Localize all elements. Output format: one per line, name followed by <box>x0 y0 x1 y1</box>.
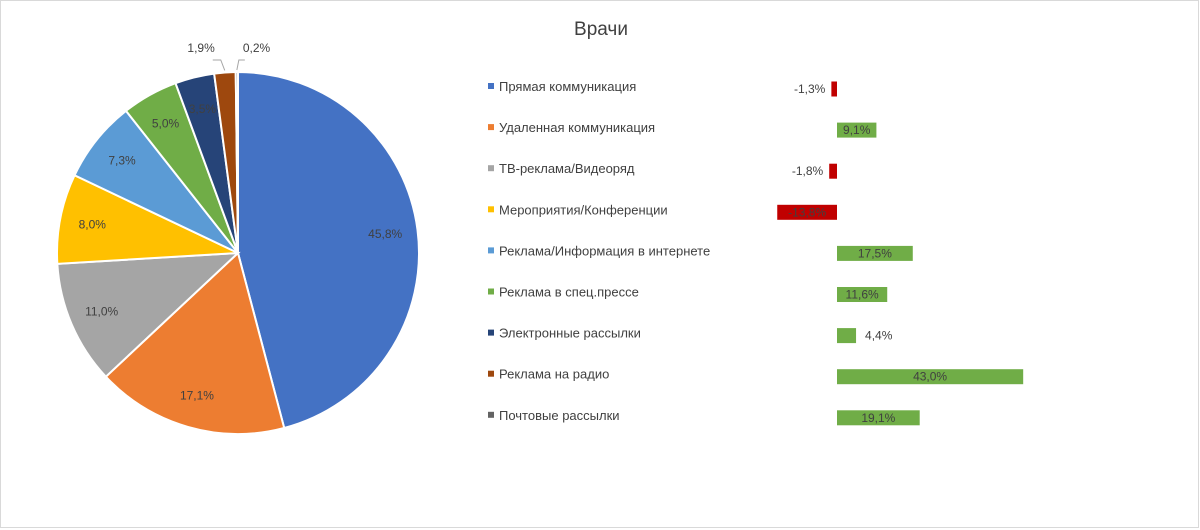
pie-data-label: 7,3% <box>108 153 136 167</box>
pie-leader-line <box>236 59 245 71</box>
change-bar <box>829 163 837 179</box>
change-bar-chart: -1,3% 9,1% -1,8% -13,8% 17,5% 11,6% 4,4% 43,0% 1… <box>777 81 1024 426</box>
pie-data-label: 5,0% <box>152 116 180 130</box>
change-bar-label: -1,3% <box>794 82 826 96</box>
legend-entry: Реклама на радио <box>499 367 609 382</box>
pie-data-label: 3,5% <box>189 102 217 116</box>
change-bar-label: 4,4% <box>865 329 893 343</box>
change-bar <box>837 122 877 138</box>
pie-leader-line <box>212 59 226 71</box>
legend-swatch <box>488 247 494 254</box>
pie-data-label: 1,9% <box>187 41 215 55</box>
change-bar <box>837 328 857 344</box>
legend-swatch <box>488 83 494 89</box>
pie-data-label: 0,2% <box>243 41 271 55</box>
pie-chart: 45,8% 17,1% 11,0% 8,0% 7,3% 5,0% 3,5% 1,9% 0,2% <box>56 41 420 435</box>
change-bar-label: 9,1% <box>843 123 871 137</box>
legend-swatch <box>488 329 494 336</box>
pie-data-label: 45,8% <box>368 227 402 241</box>
legend-entry: Реклама в спец.прессе <box>499 285 639 300</box>
pie-slice <box>237 70 420 430</box>
chart-title: Врачи <box>574 19 628 40</box>
change-bar <box>837 410 920 426</box>
pie-slice <box>56 173 239 265</box>
legend-entry: Реклама/Информация в интернете <box>499 243 710 258</box>
pie-data-label: 11,0% <box>85 305 118 319</box>
legend-swatch <box>488 288 494 295</box>
change-bar-label: 43,0% <box>913 370 947 384</box>
legend-entry: Прямая коммуникация <box>499 79 636 94</box>
change-bar <box>837 245 913 261</box>
legend-swatch <box>488 411 494 418</box>
change-bar <box>837 287 888 302</box>
legend-entry: Почтовые рассылки <box>499 408 620 423</box>
legend-entry: Мероприятия/Конференции <box>499 202 668 217</box>
legend-entry: Удаленная коммуникация <box>499 120 655 135</box>
legend-swatch <box>488 124 494 131</box>
change-bar <box>777 204 837 220</box>
pie-data-label: 17,1% <box>180 389 214 403</box>
change-bar-label: 19,1% <box>861 411 895 425</box>
pie-slice <box>104 251 286 435</box>
legend-swatch <box>488 165 494 172</box>
legend-swatch <box>488 206 494 213</box>
change-bar <box>837 369 1024 385</box>
change-bar-label: -1,8% <box>792 164 824 178</box>
change-bar-label: -13,8% <box>788 205 826 219</box>
change-bar-label: 11,6% <box>846 288 879 302</box>
pie-data-label: 8,0% <box>79 218 107 232</box>
legend: Прямая коммуникация Удаленная коммуникаци… <box>488 79 710 423</box>
pie-slice <box>234 70 239 254</box>
legend-entry: Электронные рассылки <box>499 326 641 341</box>
pie-slice <box>56 251 241 379</box>
change-bar-label: 17,5% <box>858 246 892 260</box>
legend-swatch <box>488 370 494 377</box>
legend-entry: ТВ-реклама/Видеоряд <box>499 161 635 176</box>
change-bar <box>831 81 837 97</box>
